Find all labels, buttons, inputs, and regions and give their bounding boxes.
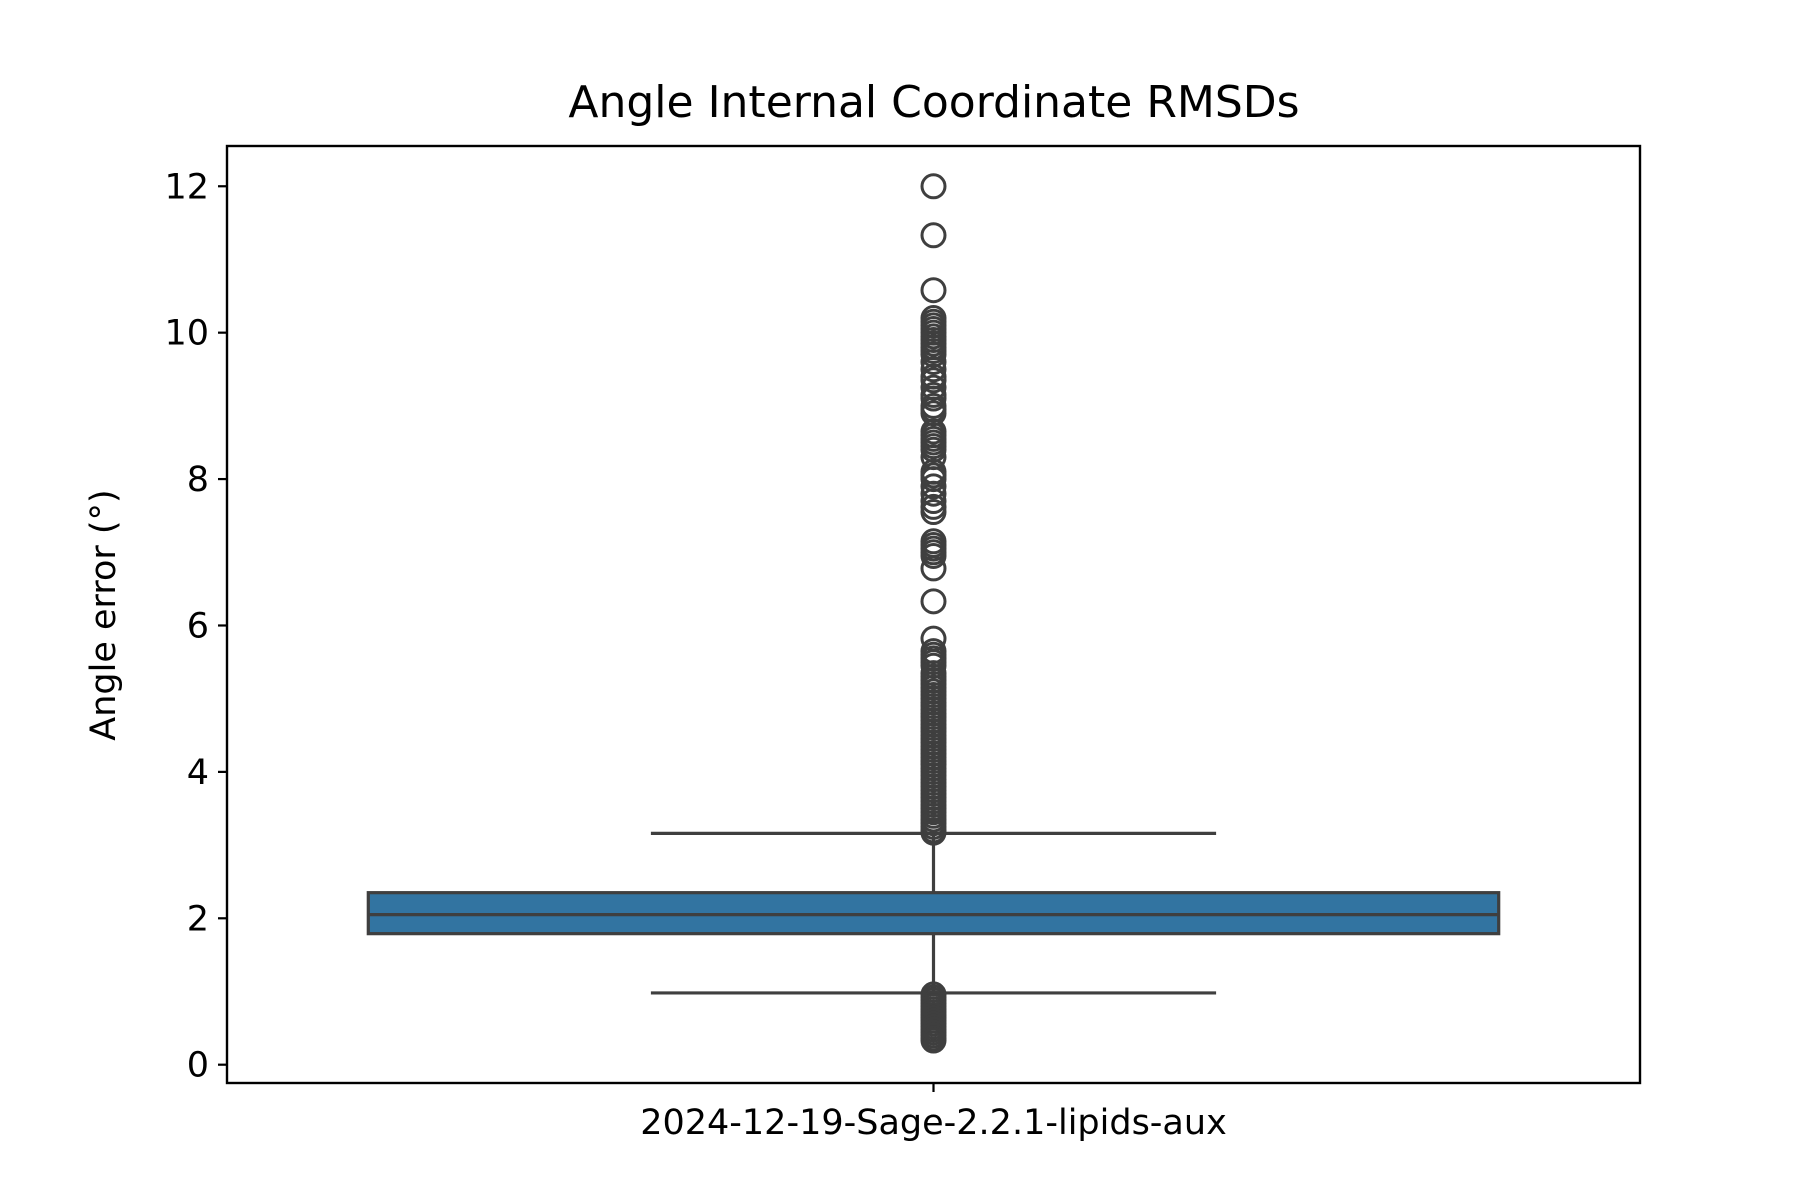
outlier-point	[920, 819, 947, 846]
y-tick-label: 12	[164, 167, 209, 207]
y-axis: 0 2 4 6 8 10 12	[164, 167, 227, 1086]
y-tick-label: 6	[187, 606, 209, 646]
outlier-point	[920, 588, 947, 615]
outlier-point	[920, 277, 947, 304]
outlier-point	[920, 1027, 947, 1054]
plot-area	[366, 173, 1501, 1054]
y-tick-label: 2	[187, 899, 209, 939]
outlier-point	[920, 555, 947, 582]
outlier-point	[920, 222, 947, 249]
y-tick-label: 10	[164, 314, 209, 354]
y-tick-label: 4	[187, 753, 209, 793]
outlier-point	[920, 473, 947, 500]
outlier-point	[920, 499, 947, 526]
outlier-point	[920, 173, 947, 200]
y-tick-label: 8	[187, 460, 209, 500]
y-axis-label: Angle error (°)	[84, 489, 124, 740]
outlier-point	[920, 542, 947, 569]
x-axis: 2024-12-19-Sage-2.2.1-lipids-aux	[640, 1083, 1227, 1143]
outlier-point	[920, 367, 947, 394]
outlier-point	[920, 356, 947, 383]
y-tick-label: 0	[187, 1046, 209, 1086]
x-tick-label: 2024-12-19-Sage-2.2.1-lipids-aux	[640, 1103, 1227, 1143]
outlier-point	[920, 348, 947, 375]
outlier-point	[920, 385, 947, 412]
outlier-point	[920, 480, 947, 507]
chart-title: Angle Internal Coordinate RMSDs	[568, 77, 1299, 128]
